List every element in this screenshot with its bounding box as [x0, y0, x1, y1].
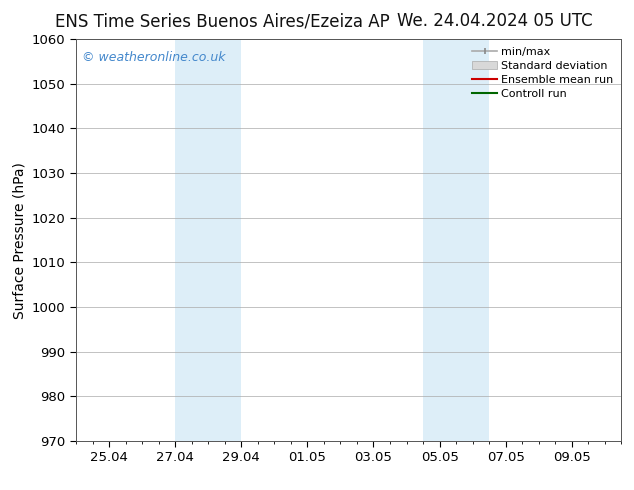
- Bar: [423, 39, 489, 441]
- Text: We. 24.04.2024 05 UTC: We. 24.04.2024 05 UTC: [397, 12, 592, 30]
- Y-axis label: Surface Pressure (hPa): Surface Pressure (hPa): [12, 162, 27, 318]
- Text: ENS Time Series Buenos Aires/Ezeiza AP: ENS Time Series Buenos Aires/Ezeiza AP: [55, 12, 389, 30]
- Text: © weatheronline.co.uk: © weatheronline.co.uk: [82, 51, 225, 64]
- Bar: [175, 39, 242, 441]
- Legend: min/max, Standard deviation, Ensemble mean run, Controll run: min/max, Standard deviation, Ensemble me…: [470, 45, 616, 101]
